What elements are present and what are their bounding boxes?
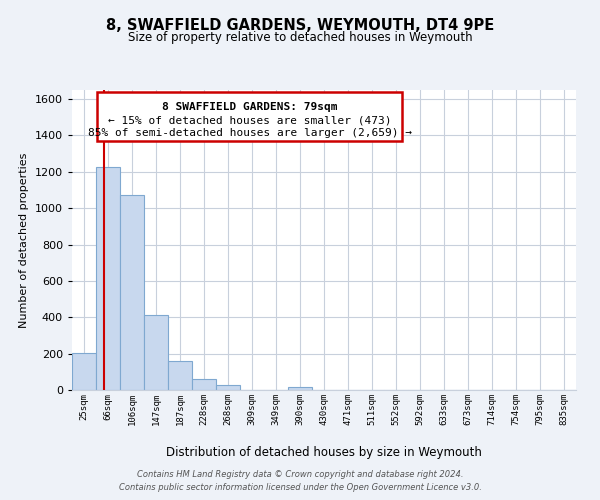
Bar bbox=[168, 361, 192, 390]
Text: 85% of semi-detached houses are larger (2,659) →: 85% of semi-detached houses are larger (… bbox=[88, 128, 412, 138]
Bar bbox=[120, 194, 144, 390]
Bar bbox=[96, 168, 120, 390]
Bar bbox=[216, 385, 240, 390]
Bar bbox=[144, 316, 168, 390]
Text: Contains HM Land Registry data © Crown copyright and database right 2024.
Contai: Contains HM Land Registry data © Crown c… bbox=[119, 470, 481, 492]
Text: 8 SWAFFIELD GARDENS: 79sqm: 8 SWAFFIELD GARDENS: 79sqm bbox=[162, 102, 337, 112]
Text: Distribution of detached houses by size in Weymouth: Distribution of detached houses by size … bbox=[166, 446, 482, 459]
FancyBboxPatch shape bbox=[97, 92, 402, 141]
Text: Size of property relative to detached houses in Weymouth: Size of property relative to detached ho… bbox=[128, 31, 472, 44]
Bar bbox=[72, 352, 96, 390]
Bar bbox=[288, 386, 312, 390]
Text: 8, SWAFFIELD GARDENS, WEYMOUTH, DT4 9PE: 8, SWAFFIELD GARDENS, WEYMOUTH, DT4 9PE bbox=[106, 18, 494, 32]
Y-axis label: Number of detached properties: Number of detached properties bbox=[19, 152, 29, 328]
Bar bbox=[192, 380, 216, 390]
Text: ← 15% of detached houses are smaller (473): ← 15% of detached houses are smaller (47… bbox=[108, 116, 391, 126]
